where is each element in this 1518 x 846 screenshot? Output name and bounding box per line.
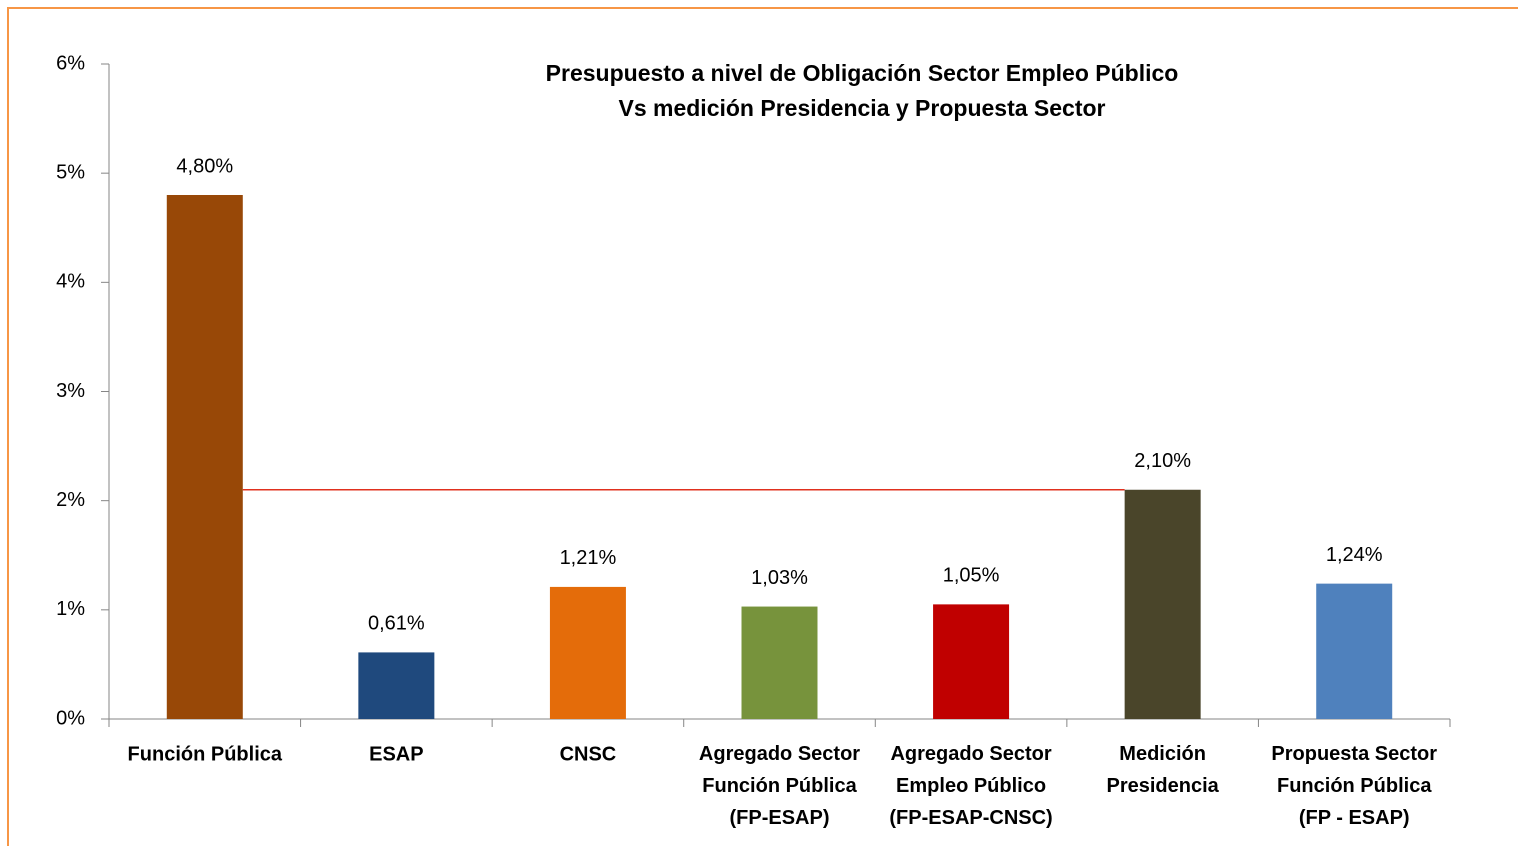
bar <box>358 652 435 719</box>
chart-title: Presupuesto a nivel de Obligación Sector… <box>546 60 1179 121</box>
bar <box>549 586 626 719</box>
bar <box>166 195 243 719</box>
y-tick-label: 6% <box>56 52 85 74</box>
y-tick-label: 3% <box>56 380 85 402</box>
data-label: 4,80% <box>176 155 233 177</box>
y-tick-label: 0% <box>56 707 85 729</box>
y-tick-label: 2% <box>56 489 85 511</box>
data-label: 2,10% <box>1134 450 1191 472</box>
chart-border <box>7 7 1518 846</box>
x-tick-label: ESAP <box>369 743 423 765</box>
data-label: 1,03% <box>751 567 808 589</box>
y-tick-label: 5% <box>56 161 85 183</box>
x-tick-label: Agregado Sector Función Pública (FP-ESAP) <box>699 743 860 829</box>
x-tick-label: Agregado Sector Empleo Público (FP-ESAP-CN… <box>889 743 1052 829</box>
y-tick-label: 1% <box>56 598 85 620</box>
data-label: 0,61% <box>368 613 425 635</box>
x-tick-label: CNSC <box>560 743 617 765</box>
bar <box>741 606 818 719</box>
data-label: 1,21% <box>560 547 617 569</box>
bar <box>1124 489 1201 719</box>
x-tick-label: Función Pública <box>128 743 283 765</box>
x-tick-label: Propuesta Sector Función Pública (FP - ESA… <box>1271 743 1437 829</box>
bar <box>933 604 1010 719</box>
data-label: 1,24% <box>1326 544 1383 566</box>
bar <box>1316 583 1393 719</box>
data-label: 1,05% <box>943 565 1000 587</box>
y-tick-label: 4% <box>56 271 85 293</box>
x-tick-label: Medición Presidencia <box>1106 743 1219 797</box>
